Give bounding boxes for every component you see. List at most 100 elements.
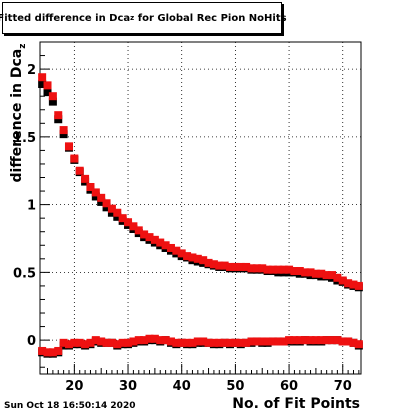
plot-frame bbox=[39, 41, 362, 375]
data-point-red bbox=[166, 337, 175, 346]
data-point-red bbox=[183, 338, 192, 347]
datestamp: Sun Oct 18 16:50:14 2020 bbox=[4, 401, 136, 411]
data-point-red bbox=[54, 111, 63, 120]
data-point-red bbox=[333, 273, 342, 282]
data-point-red bbox=[226, 338, 235, 347]
title-subscript: z bbox=[130, 14, 135, 22]
data-point-red bbox=[285, 336, 294, 345]
data-point-red bbox=[150, 334, 159, 343]
data-point-red bbox=[306, 268, 315, 277]
data-point-red bbox=[113, 208, 122, 217]
data-point-black bbox=[59, 130, 68, 139]
data-point-red bbox=[354, 340, 363, 349]
data-point-red bbox=[75, 166, 84, 175]
data-point-red bbox=[215, 261, 224, 270]
data-point-red bbox=[333, 336, 342, 345]
data-point-black bbox=[54, 115, 63, 124]
data-point-red bbox=[145, 233, 154, 242]
data-point-red bbox=[279, 337, 288, 346]
title-rest: for Global Rec Pion NoHits bbox=[137, 12, 287, 24]
data-point-red bbox=[290, 267, 299, 276]
data-point-red bbox=[156, 336, 165, 345]
data-point-red bbox=[263, 265, 272, 274]
data-point-black bbox=[107, 208, 116, 217]
data-point-red bbox=[102, 338, 111, 347]
data-point-red bbox=[317, 269, 326, 278]
data-point-red bbox=[285, 265, 294, 274]
data-point-red bbox=[263, 337, 272, 346]
x-axis-label: No. of Fit Points bbox=[232, 396, 360, 412]
data-point-black bbox=[38, 80, 47, 89]
data-point-red bbox=[43, 81, 52, 90]
data-point-red bbox=[118, 214, 127, 223]
data-point-red bbox=[204, 338, 213, 347]
data-point-red bbox=[86, 182, 95, 191]
data-point-red bbox=[344, 279, 353, 288]
data-point-red bbox=[102, 199, 111, 208]
data-point-red bbox=[338, 276, 347, 285]
data-point-red bbox=[231, 338, 240, 347]
data-point-red bbox=[349, 338, 358, 347]
data-point-red bbox=[209, 260, 218, 269]
data-point-red bbox=[75, 338, 84, 347]
data-point-red bbox=[118, 338, 127, 347]
data-point-red bbox=[306, 336, 315, 345]
y-axis-label: difference in Dcaz bbox=[9, 23, 28, 203]
data-point-red bbox=[48, 92, 57, 101]
data-point-red bbox=[295, 336, 304, 345]
data-point-red bbox=[97, 337, 106, 346]
data-point-red bbox=[311, 336, 320, 345]
x-tick-label: 50 bbox=[226, 379, 244, 394]
data-point-red bbox=[97, 193, 106, 202]
data-point-red bbox=[91, 336, 100, 345]
data-point-red bbox=[322, 336, 331, 345]
data-point-red bbox=[129, 337, 138, 346]
data-point-red bbox=[177, 249, 186, 258]
data-point-red bbox=[242, 262, 251, 271]
data-point-red bbox=[199, 256, 208, 265]
data-point-red bbox=[295, 267, 304, 276]
data-point-red bbox=[48, 348, 57, 357]
data-point-red bbox=[145, 334, 154, 343]
x-tick-label: 70 bbox=[334, 379, 352, 394]
data-point-red bbox=[209, 338, 218, 347]
data-point-red bbox=[247, 337, 256, 346]
data-point-red bbox=[328, 336, 337, 345]
data-point-red bbox=[107, 204, 116, 213]
data-point-red bbox=[301, 268, 310, 277]
y-tick-label: 1 bbox=[27, 199, 36, 214]
data-point-red bbox=[311, 269, 320, 278]
data-point-red bbox=[279, 265, 288, 274]
data-point-red bbox=[204, 258, 213, 267]
data-point-red bbox=[59, 338, 68, 347]
x-tick-label: 20 bbox=[65, 379, 83, 394]
data-point-red bbox=[124, 338, 133, 347]
data-point-red bbox=[258, 264, 267, 273]
y-tick-label: 0 bbox=[27, 334, 36, 349]
y-tick-label: 2 bbox=[27, 63, 36, 78]
data-point-black bbox=[102, 203, 111, 212]
data-point-red bbox=[290, 336, 299, 345]
data-point-red bbox=[38, 346, 47, 355]
y-tick-label: 1.5 bbox=[13, 131, 36, 146]
data-point-red bbox=[215, 338, 224, 347]
data-point-red bbox=[322, 271, 331, 280]
data-point-red bbox=[107, 338, 116, 347]
data-point-red bbox=[43, 348, 52, 357]
data-point-red bbox=[338, 337, 347, 346]
data-point-black bbox=[43, 88, 52, 97]
data-point-red bbox=[172, 246, 181, 255]
data-point-red bbox=[236, 338, 245, 347]
x-tick-label: 30 bbox=[119, 379, 137, 394]
data-point-red bbox=[199, 337, 208, 346]
data-point-red bbox=[81, 174, 90, 183]
data-point-red bbox=[220, 261, 229, 270]
data-point-red bbox=[70, 338, 79, 347]
data-point-red bbox=[236, 262, 245, 271]
data-point-red bbox=[268, 337, 277, 346]
data-point-red bbox=[193, 337, 202, 346]
data-point-red bbox=[301, 336, 310, 345]
data-point-black bbox=[97, 197, 106, 206]
